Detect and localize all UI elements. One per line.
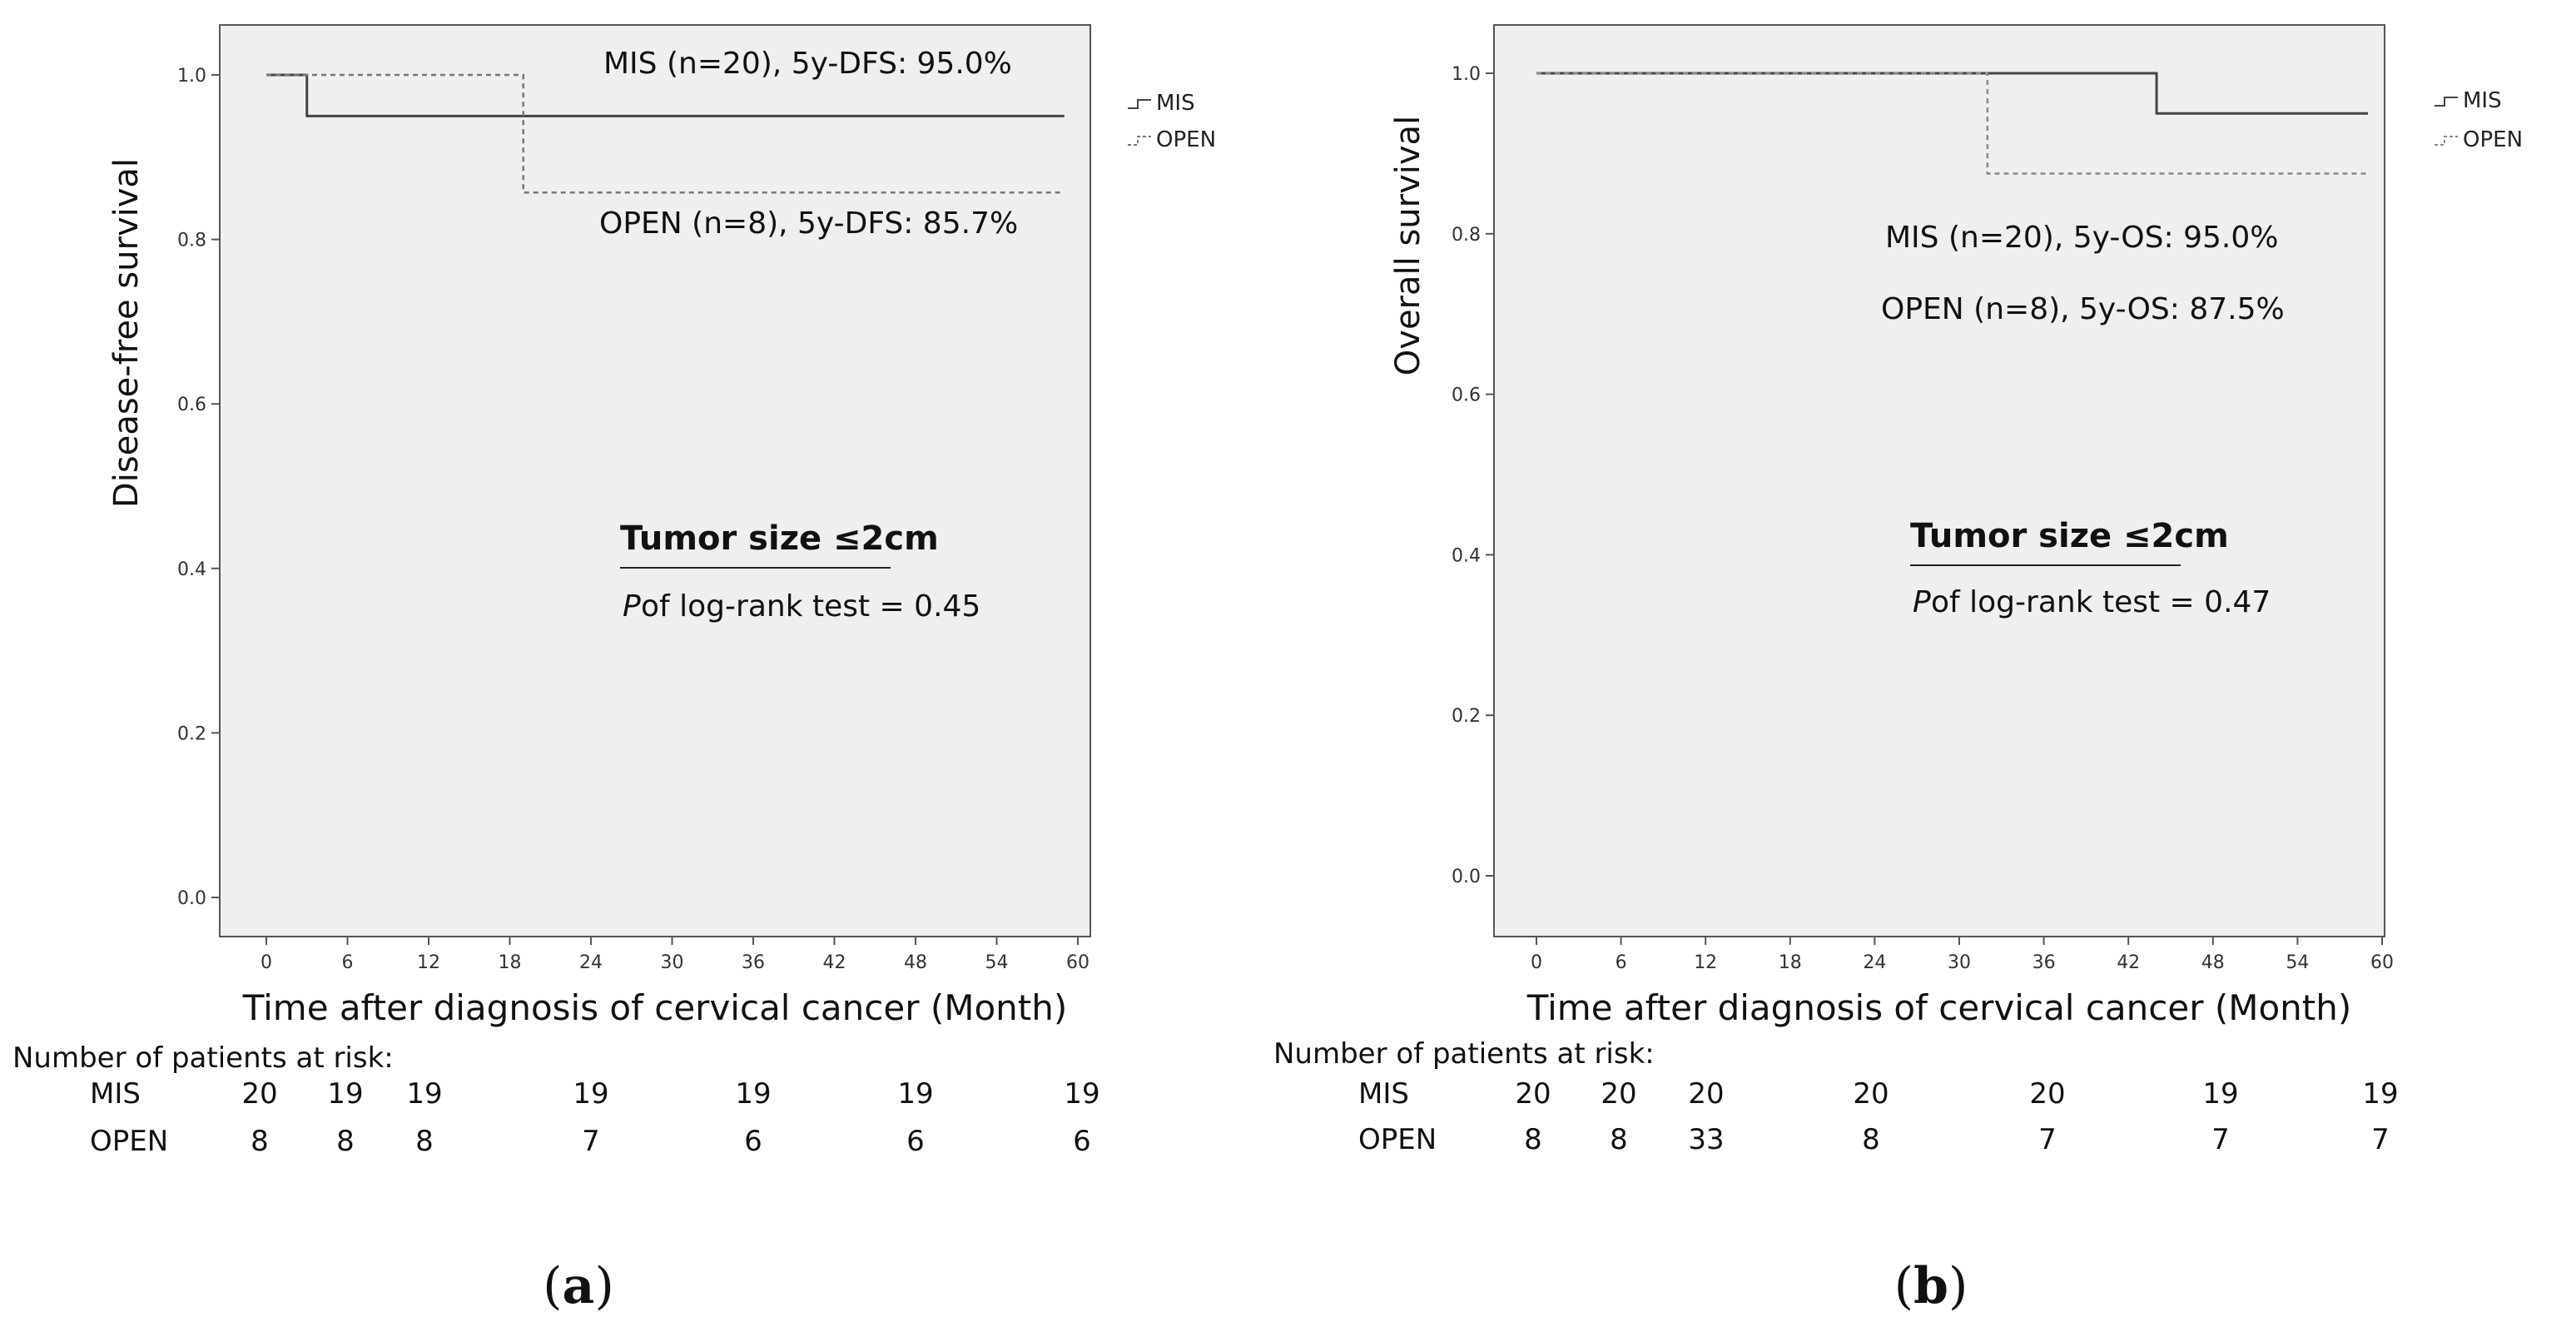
panel-b-y-axis-label: Overall survival [1389,116,1427,375]
panel-a-risk-value-open: 7 [582,1125,600,1158]
panel-a-y-tick-label: 0.8 [177,231,206,251]
panel-a-x-tick-label: 6 [342,952,354,973]
panel-b-x-tick-label: 0 [1531,952,1542,973]
panel-a-stratum-label: Tumor size ≤2cm [620,519,939,558]
panel-a-x-tick-label: 42 [823,952,846,973]
panel-a-risk-value-open: 6 [744,1125,762,1158]
panel-b-plot-area [1493,24,2385,937]
panel-b-y-tick-label: 0.2 [1452,706,1481,727]
panel-b-open-survival-annotation: OPEN (n=8), 5y-OS: 87.5% [1881,292,2285,326]
panel-b-y-tick-label: 0.6 [1452,385,1481,406]
panel-a-label: (a) [543,1257,614,1315]
panel-b-x-tick-label: 42 [2117,952,2140,973]
panel-b-risk-value-open: 8 [1524,1123,1542,1156]
panel-a-risk-row-label-open: OPEN [90,1125,168,1158]
panel-a-x-tick-label: 18 [499,952,522,973]
panel-a-legend-swatch-mis [1128,99,1151,109]
panel-b-x-tick-label: 54 [2286,952,2309,973]
panel-b-risk-value-mis: 19 [2362,1077,2398,1111]
panel-a-x-tick-label: 0 [261,952,272,973]
panel-b-risk-row-label-open: OPEN [1358,1123,1437,1156]
panel-b-legend-swatch-open [2435,136,2458,146]
panel-b-risk-value-open: 7 [2211,1123,2230,1156]
panel-a-p-value-text: of log-rank test = 0.45 [641,589,980,624]
panel-b-y-tick-label: 0.4 [1452,545,1481,566]
panel-b-x-tick-label: 24 [1863,952,1886,973]
panel-b-x-axis-label: Time after diagnosis of cervical cancer … [1526,987,2352,1028]
panel-b-p-value-text: of log-rank test = 0.47 [1931,585,2271,619]
panel-a-y-tick-label: 0.4 [177,559,206,580]
panel-b-x-tick-label: 60 [2370,952,2394,973]
panel-b-x-tick-label: 30 [1948,952,1971,973]
panel-a-plot-area [219,24,1091,937]
panel-b-risk-row-label-mis: MIS [1358,1077,1409,1111]
panel-a-risk-value-open: 6 [1073,1125,1091,1158]
panel-b-risk-value-open: 8 [1862,1123,1880,1156]
panel-a-x-tick-label: 24 [579,952,603,973]
panel-b-x-tick-label: 6 [1616,952,1627,973]
panel-b-x-tick-label: 12 [1694,952,1717,973]
panel-a-risk-value-mis: 20 [241,1077,277,1111]
panel-a-risk-row-label-mis: MIS [90,1077,141,1111]
panel-a-legend-swatch-open [1128,136,1151,146]
panel-b-risk-value-open: 8 [1610,1123,1628,1156]
panel-b-y-tick-label: 0.8 [1452,225,1481,246]
panel-b-risk-value-mis: 20 [1688,1077,1724,1111]
panel-b-x-tick-label: 36 [2033,952,2056,973]
panel-a-risk-value-mis: 19 [573,1077,608,1111]
panel-a-series-open-curve [266,73,1065,194]
panel-b-legend-label-open: OPEN [2463,127,2523,152]
panel-b-risk-value-mis: 20 [1853,1077,1889,1111]
panel-a-risk-value-open: 6 [906,1125,925,1158]
panel-a-legend-label-open: OPEN [1156,127,1216,152]
panel-b-y-tick-label: 0.0 [1452,867,1481,887]
panel-a-x-tick-label: 36 [742,952,765,973]
panel-a-risk-value-mis: 19 [1064,1077,1099,1111]
panel-a-risk-table-title: Number of patients at risk: [12,1041,394,1075]
panel-b-risk-table-title: Number of patients at risk: [1273,1037,1655,1071]
panel-a-risk-value-open: 8 [415,1125,434,1158]
panel-a-y-tick-label: 0.2 [177,723,206,744]
panel-b-legend-swatch-mis [2435,97,2458,107]
panel-a-risk-value-mis: 19 [406,1077,442,1111]
panel-b-x-tick-label: 18 [1779,952,1802,973]
panel-a-risk-value-open: 8 [336,1125,355,1158]
panel-a-legend-label-mis: MIS [1156,91,1195,116]
panel-b-x-tick-label: 48 [2201,952,2225,973]
panel-b-label: (b) [1894,1257,1968,1315]
panel-a-x-tick-label: 60 [1066,952,1089,973]
panel-b-y-tick-label: 1.0 [1452,64,1481,85]
panel-b-risk-value-open: 7 [2038,1123,2057,1156]
panel-a-x-tick-label: 12 [417,952,440,973]
panel-b-risk-value-mis: 19 [2202,1077,2238,1111]
panel-b-risk-value-mis: 20 [1601,1077,1636,1111]
panel-a-risk-value-mis: 19 [735,1077,771,1111]
panel-a-x-tick-label: 30 [661,952,684,973]
panel-a-risk-value-open: 8 [251,1125,269,1158]
panel-a-y-axis-label: Disease-free survival [107,158,146,508]
panel-b-p-symbol: P [1913,585,1931,619]
panel-a-y-tick-label: 0.6 [177,395,206,415]
panel-b-legend-label-mis: MIS [2463,88,2502,113]
panel-a-risk-value-mis: 19 [897,1077,933,1111]
panel-b-risk-value-open: 33 [1688,1123,1724,1156]
panel-b-mis-survival-annotation: MIS (n=20), 5y-OS: 95.0% [1885,221,2278,255]
panel-a-mis-survival-annotation: MIS (n=20), 5y-DFS: 95.0% [603,47,1012,81]
panel-a-p-symbol: P [623,589,641,624]
panel-b-risk-value-mis: 20 [1515,1077,1551,1111]
panel-a-risk-value-mis: 19 [327,1077,363,1111]
panel-b-stratum-label: Tumor size ≤2cm [1910,517,2229,555]
panel-a-y-tick-label: 0.0 [177,888,206,909]
panel-a-x-tick-label: 48 [904,952,927,973]
panel-b-risk-value-open: 7 [2371,1123,2390,1156]
panel-a-open-survival-annotation: OPEN (n=8), 5y-DFS: 85.7% [599,206,1018,241]
panel-b-series-mis-curve [1536,72,2369,115]
panel-b-risk-value-mis: 20 [2029,1077,2065,1111]
panel-a-x-axis-label: Time after diagnosis of cervical cancer … [242,987,1068,1028]
panel-a-x-tick-label: 54 [985,952,1009,973]
panel-a-y-tick-label: 1.0 [177,66,206,87]
